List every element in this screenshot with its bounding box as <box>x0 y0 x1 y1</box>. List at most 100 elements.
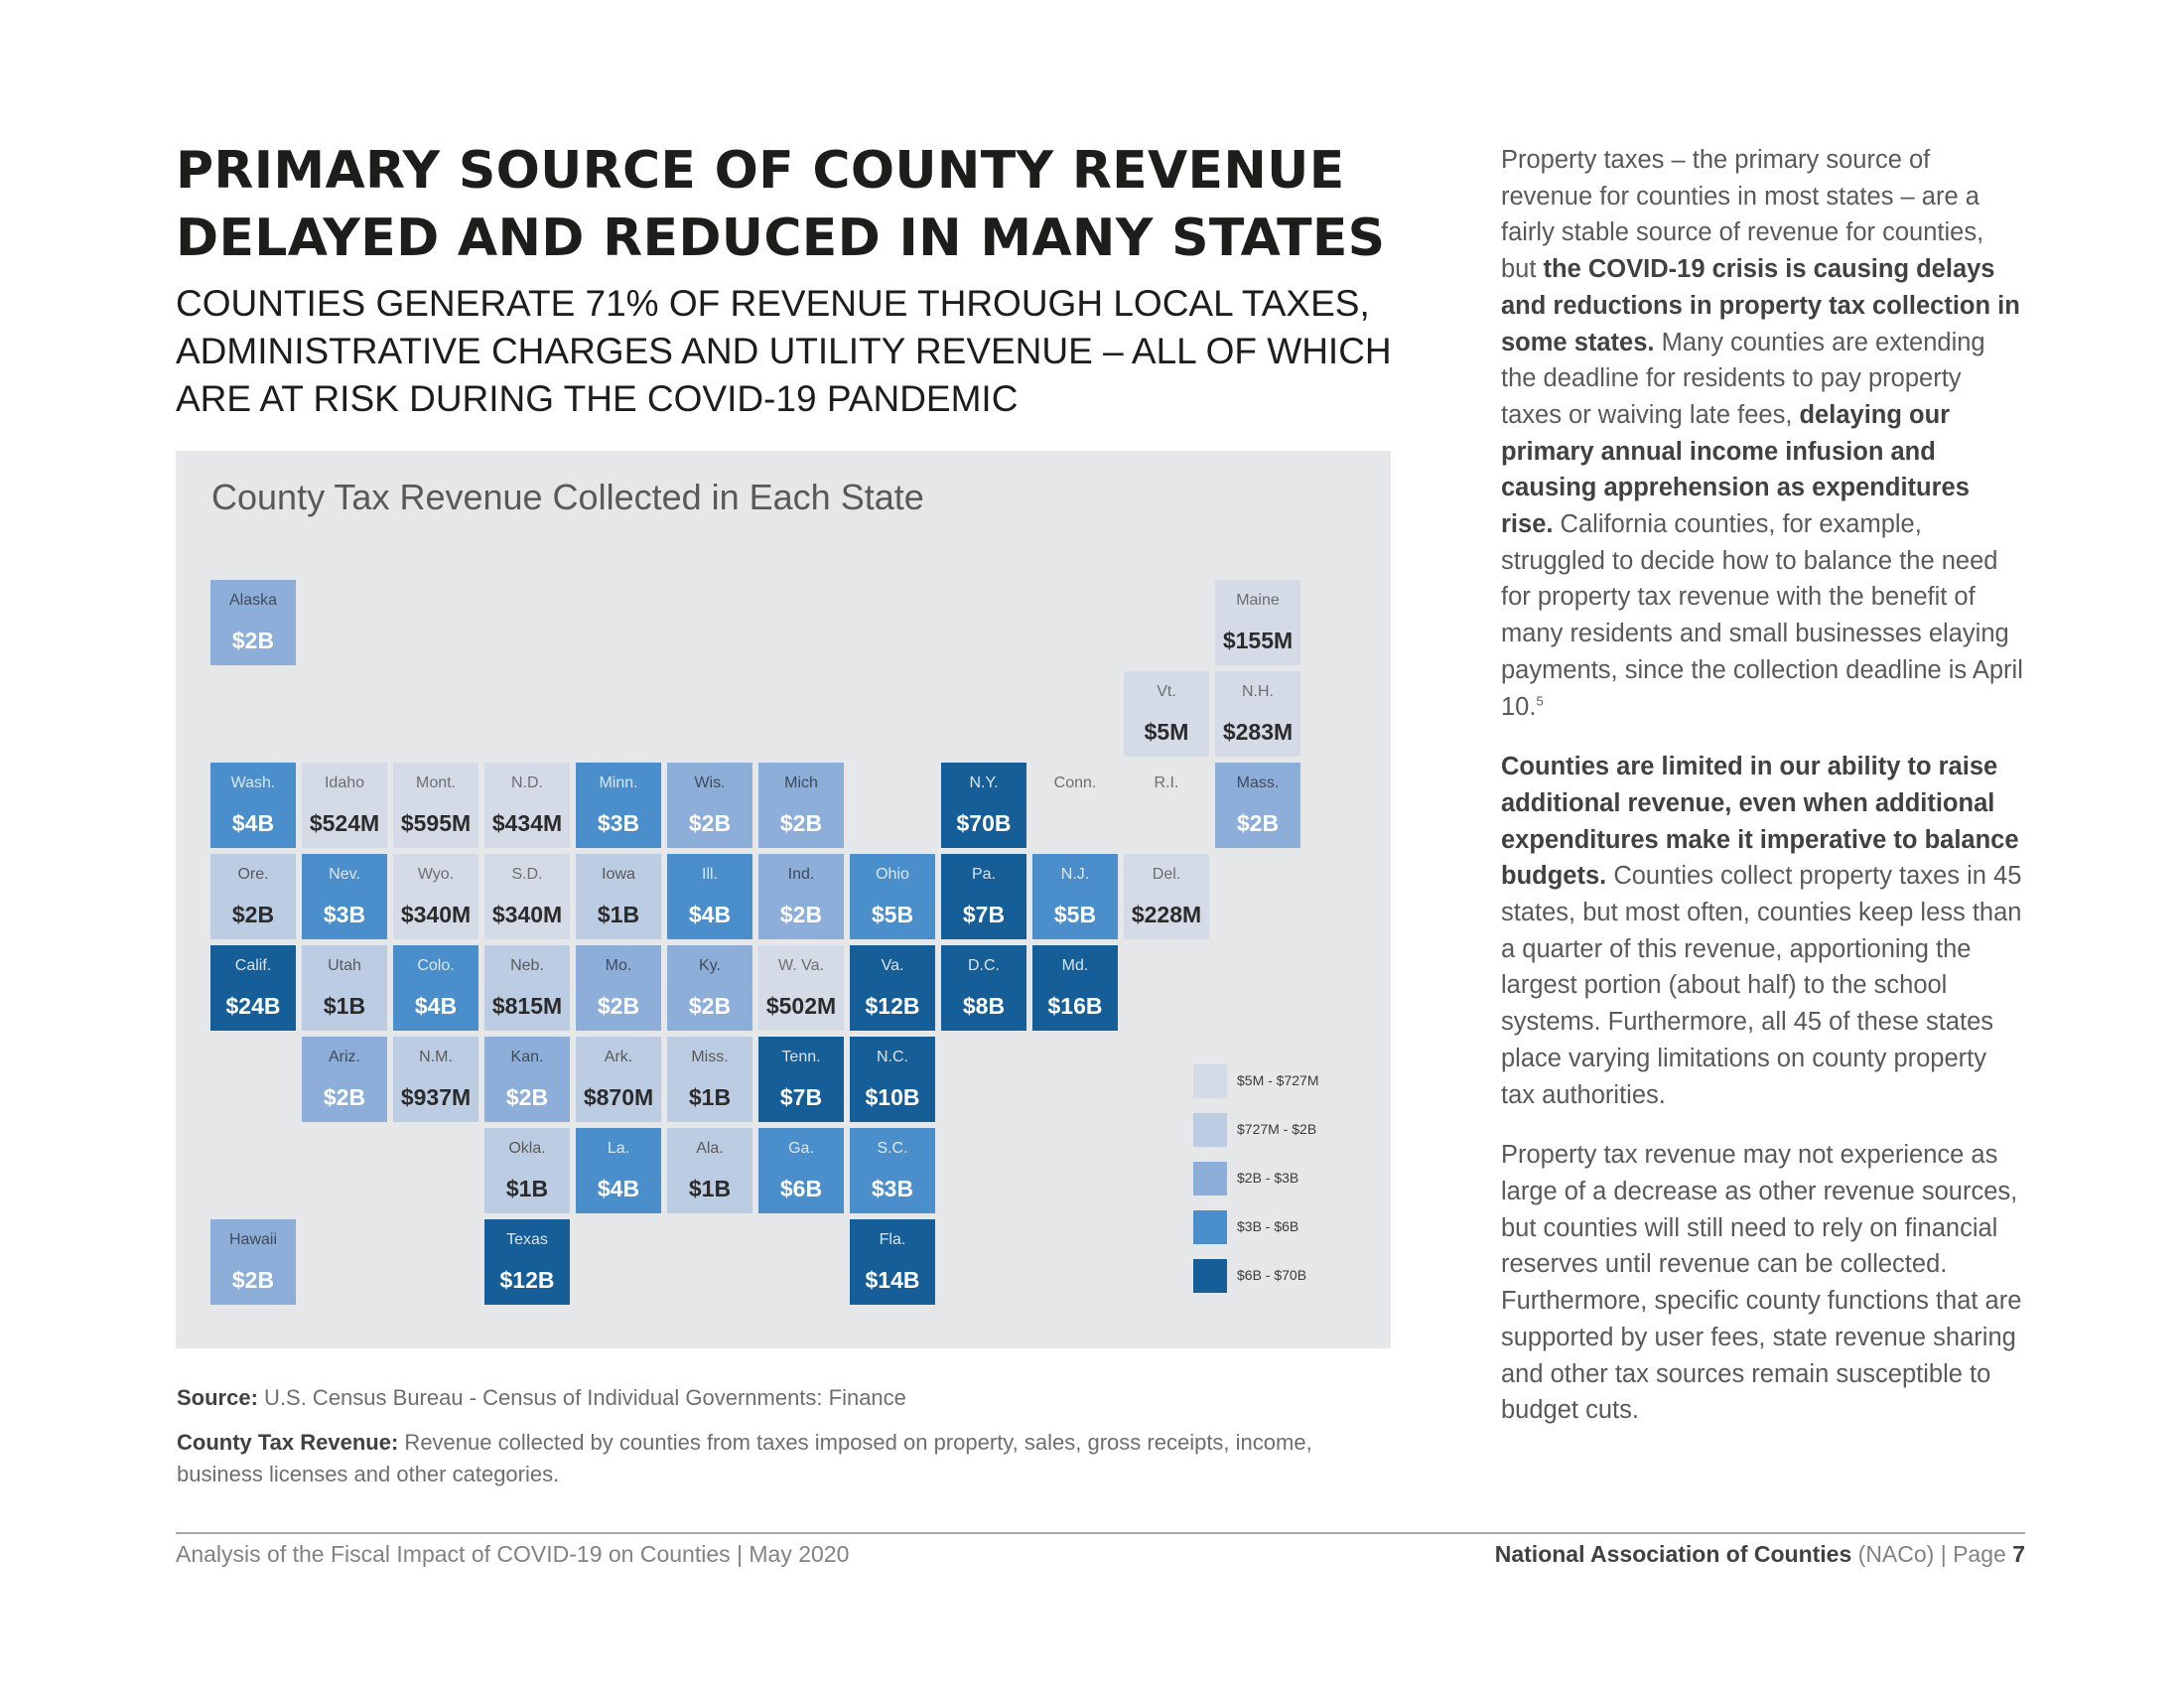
state-abbr: N.M. <box>419 1049 453 1065</box>
state-abbr: Miss. <box>691 1049 729 1065</box>
subtitle-line: ARE AT RISK DURING THE COVID-19 PANDEMIC <box>176 378 1019 419</box>
state-abbr: Wash. <box>230 774 276 791</box>
map-title: County Tax Revenue Collected in Each Sta… <box>211 477 924 517</box>
state-value: $1B <box>323 993 366 1019</box>
state-abbr: Ark. <box>604 1049 633 1065</box>
footer-divider <box>176 1532 2025 1534</box>
state-abbr: W. Va. <box>778 957 824 974</box>
state-abbr: Ohio <box>876 866 909 883</box>
state-value: $815M <box>491 993 563 1019</box>
legend-label: $727M - $2B <box>1237 1121 1317 1137</box>
paragraph-2: Counties are limited in our ability to r… <box>1501 749 2025 1113</box>
state-tile-s-d: S.D. $340M <box>484 854 570 939</box>
state-value: $14B <box>865 1267 920 1293</box>
state-abbr: R.I. <box>1154 774 1179 791</box>
state-tile-d-c: D.C. $8B <box>941 945 1026 1031</box>
state-value: $5B <box>871 902 914 927</box>
state-value: $1B <box>505 1176 549 1201</box>
footer-page-prefix: | Page <box>1934 1541 2013 1567</box>
state-abbr: Ala. <box>696 1140 724 1157</box>
state-tile-ark: Ark. $870M <box>576 1037 661 1122</box>
footer-org: National Association of Counties <box>1494 1541 1852 1567</box>
state-value: $2B <box>231 902 275 927</box>
state-value: $4B <box>231 810 275 836</box>
state-abbr: Okla. <box>508 1140 546 1157</box>
legend-label: $3B - $6B <box>1237 1218 1299 1234</box>
state-tile-md: Md. $16B <box>1032 945 1118 1031</box>
state-value: $5M <box>1144 719 1189 745</box>
state-tile-ala: Ala. $1B <box>667 1128 752 1213</box>
legend-swatch <box>1193 1113 1227 1147</box>
state-tile-minn: Minn. $3B <box>576 763 661 848</box>
legend-swatch <box>1193 1259 1227 1293</box>
state-tile-r-i: R.I. <box>1124 763 1209 848</box>
state-tile-calif: Calif. $24B <box>210 945 296 1031</box>
footnote-marker: 5 <box>1536 693 1544 709</box>
state-tile-mo: Mo. $2B <box>576 945 661 1031</box>
state-tile-ky: Ky. $2B <box>667 945 752 1031</box>
state-value: $7B <box>779 1084 823 1110</box>
state-tile-n-y: N.Y. $70B <box>941 763 1026 848</box>
state-tile-ill: Ill. $4B <box>667 854 752 939</box>
state-value: $5B <box>1053 902 1097 927</box>
state-abbr: N.D. <box>511 774 543 791</box>
state-tile-okla: Okla. $1B <box>484 1128 570 1213</box>
state-tile-n-m: N.M. $937M <box>393 1037 478 1122</box>
state-value: $2B <box>505 1084 549 1110</box>
state-abbr: Ariz. <box>329 1049 360 1065</box>
state-value: $3B <box>871 1176 914 1201</box>
state-value: $155M <box>1222 628 1294 653</box>
state-tile-w-va: W. Va. $502M <box>758 945 844 1031</box>
state-value: $1B <box>597 902 640 927</box>
state-value: $10B <box>865 1084 920 1110</box>
state-abbr: Maine <box>1236 592 1280 609</box>
legend-swatch <box>1193 1162 1227 1196</box>
footer-org-abbr: (NACo) <box>1851 1541 1935 1567</box>
state-tile-wis: Wis. $2B <box>667 763 752 848</box>
legend-label: $5M - $727M <box>1237 1072 1319 1088</box>
state-tile-miss: Miss. $1B <box>667 1037 752 1122</box>
emphasis-text: Counties are limited in our ability to r… <box>1501 753 2019 891</box>
page-title: PRIMARY SOURCE OF COUNTY REVENUE DELAYED… <box>176 137 1417 272</box>
state-abbr: Idaho <box>324 774 365 791</box>
state-abbr: S.D. <box>511 866 543 883</box>
state-abbr: Ill. <box>702 866 718 883</box>
state-abbr: Colo. <box>417 957 455 974</box>
state-value: $8B <box>962 993 1006 1019</box>
state-tile-del: Del. $228M <box>1124 854 1209 939</box>
state-tile-mich: Mich $2B <box>758 763 844 848</box>
definition-note: County Tax Revenue: Revenue collected by… <box>177 1427 1368 1490</box>
state-abbr: Pa. <box>971 866 996 883</box>
state-value: $2B <box>688 993 732 1019</box>
state-value: $2B <box>779 902 823 927</box>
state-abbr: N.C. <box>877 1049 908 1065</box>
state-tile-wyo: Wyo. $340M <box>393 854 478 939</box>
page-subtitle: COUNTIES GENERATE 71% OF REVENUE THROUGH… <box>176 280 1417 423</box>
state-tile-utah: Utah $1B <box>302 945 387 1031</box>
state-value: $6B <box>779 1176 823 1201</box>
state-value: $24B <box>225 993 281 1019</box>
state-abbr: Ga. <box>788 1140 814 1157</box>
subtitle-line: ADMINISTRATIVE CHARGES AND UTILITY REVEN… <box>176 331 1392 371</box>
state-value: $937M <box>400 1084 472 1110</box>
title-line: PRIMARY SOURCE OF COUNTY REVENUE <box>176 141 1345 201</box>
state-tile-ore: Ore. $2B <box>210 854 296 939</box>
state-abbr: Ky. <box>699 957 721 974</box>
source-note: Source: U.S. Census Bureau - Census of I… <box>177 1385 1398 1411</box>
body-text: Many counties are extending the deadline… <box>1501 328 1985 429</box>
legend-swatch <box>1193 1064 1227 1098</box>
state-value: $2B <box>779 810 823 836</box>
state-tile-idaho: Idaho $524M <box>302 763 387 848</box>
state-tile-mont: Mont. $595M <box>393 763 478 848</box>
emphasis-text: delaying our primary annual income infus… <box>1501 400 1970 539</box>
state-abbr: N.J. <box>1060 866 1090 883</box>
state-value: $3B <box>323 902 366 927</box>
state-tile-n-j: N.J. $5B <box>1032 854 1118 939</box>
state-abbr: Minn. <box>599 774 638 791</box>
state-abbr: Fla. <box>879 1231 906 1248</box>
state-abbr: Calif. <box>234 957 272 974</box>
state-abbr: Neb. <box>510 957 544 974</box>
state-tile-n-h: N.H. $283M <box>1215 671 1300 757</box>
state-value: $2B <box>231 628 275 653</box>
state-abbr: Md. <box>1061 957 1089 974</box>
